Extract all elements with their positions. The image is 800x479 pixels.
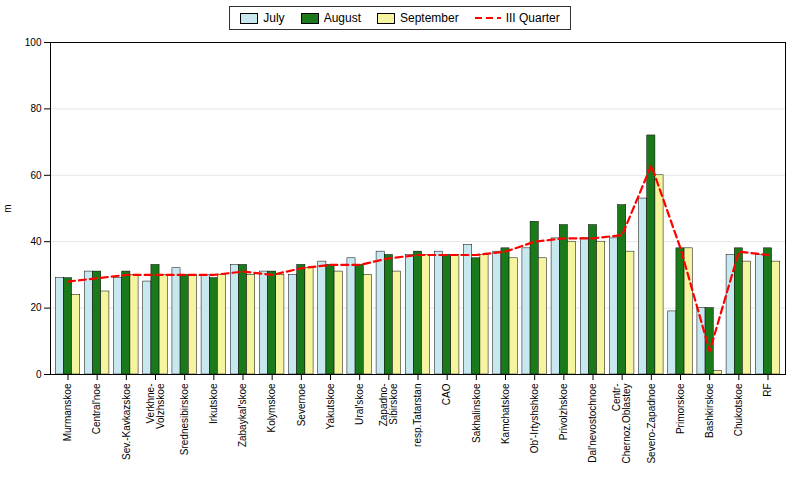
svg-text:Severo-Zapadnoe: Severo-Zapadnoe [646,383,657,463]
svg-text:60: 60 [30,170,42,181]
html-text:September: September [400,11,459,25]
svg-text:Irkutskoe: Irkutskoe [208,383,219,424]
html-text:July: July [263,11,285,25]
html-text:August: August [323,11,361,25]
svg-text:20: 20 [30,302,42,313]
svg-text:Zapadno-Sibirskoe: Zapadno-Sibirskoe [378,383,399,426]
svg-text:Kolymskoe: Kolymskoe [266,383,277,432]
svg-text:Kamchatskoe: Kamchatskoe [500,383,511,444]
svg-text:Zabaykal'skoe: Zabaykal'skoe [237,383,248,447]
svg-text:Verkhne-Volzhskoe: Verkhne-Volzhskoe [145,383,166,429]
svg-text:RF: RF [762,384,773,397]
svg-text:CAO: CAO [441,383,452,405]
svg-text:Dal'nevostochnoe: Dal'nevostochnoe [587,383,598,463]
svg-text:Ural'skoe: Ural'skoe [354,383,365,425]
svg-text:Privolzhskoe: Privolzhskoe [558,383,569,440]
svg-text:Primorskoe: Primorskoe [675,383,686,434]
svg-text:Chukotskoe: Chukotskoe [733,383,744,436]
svg-text:Sakhalinskoe: Sakhalinskoe [471,383,482,443]
svg-text:m: m [2,204,13,212]
svg-text:Centr-Chernoz.Oblastey: Centr-Chernoz.Oblastey [611,384,632,464]
html-text:III Quarter: III Quarter [505,11,560,25]
svg-text:Central'noe: Central'noe [91,383,102,434]
svg-text:Srednesibirskoe: Srednesibirskoe [179,383,190,455]
svg-text:resp.Tatarstan: resp.Tatarstan [412,384,423,447]
svg-text:80: 80 [30,103,42,114]
svg-text:Sev.-Kavkazskoe: Sev.-Kavkazskoe [121,383,132,460]
svg-text:Ob'-Irtyshshkoe: Ob'-Irtyshshkoe [529,383,540,453]
svg-text:40: 40 [30,236,42,247]
svg-text:Yakutskoe: Yakutskoe [325,383,336,429]
svg-text:Murmanskoe: Murmanskoe [62,383,73,441]
svg-text:Bashkirskoe: Bashkirskoe [704,383,715,438]
svg-text:100: 100 [25,37,42,48]
svg-text:0: 0 [36,369,42,380]
svg-text:Severnoe: Severnoe [296,383,307,426]
